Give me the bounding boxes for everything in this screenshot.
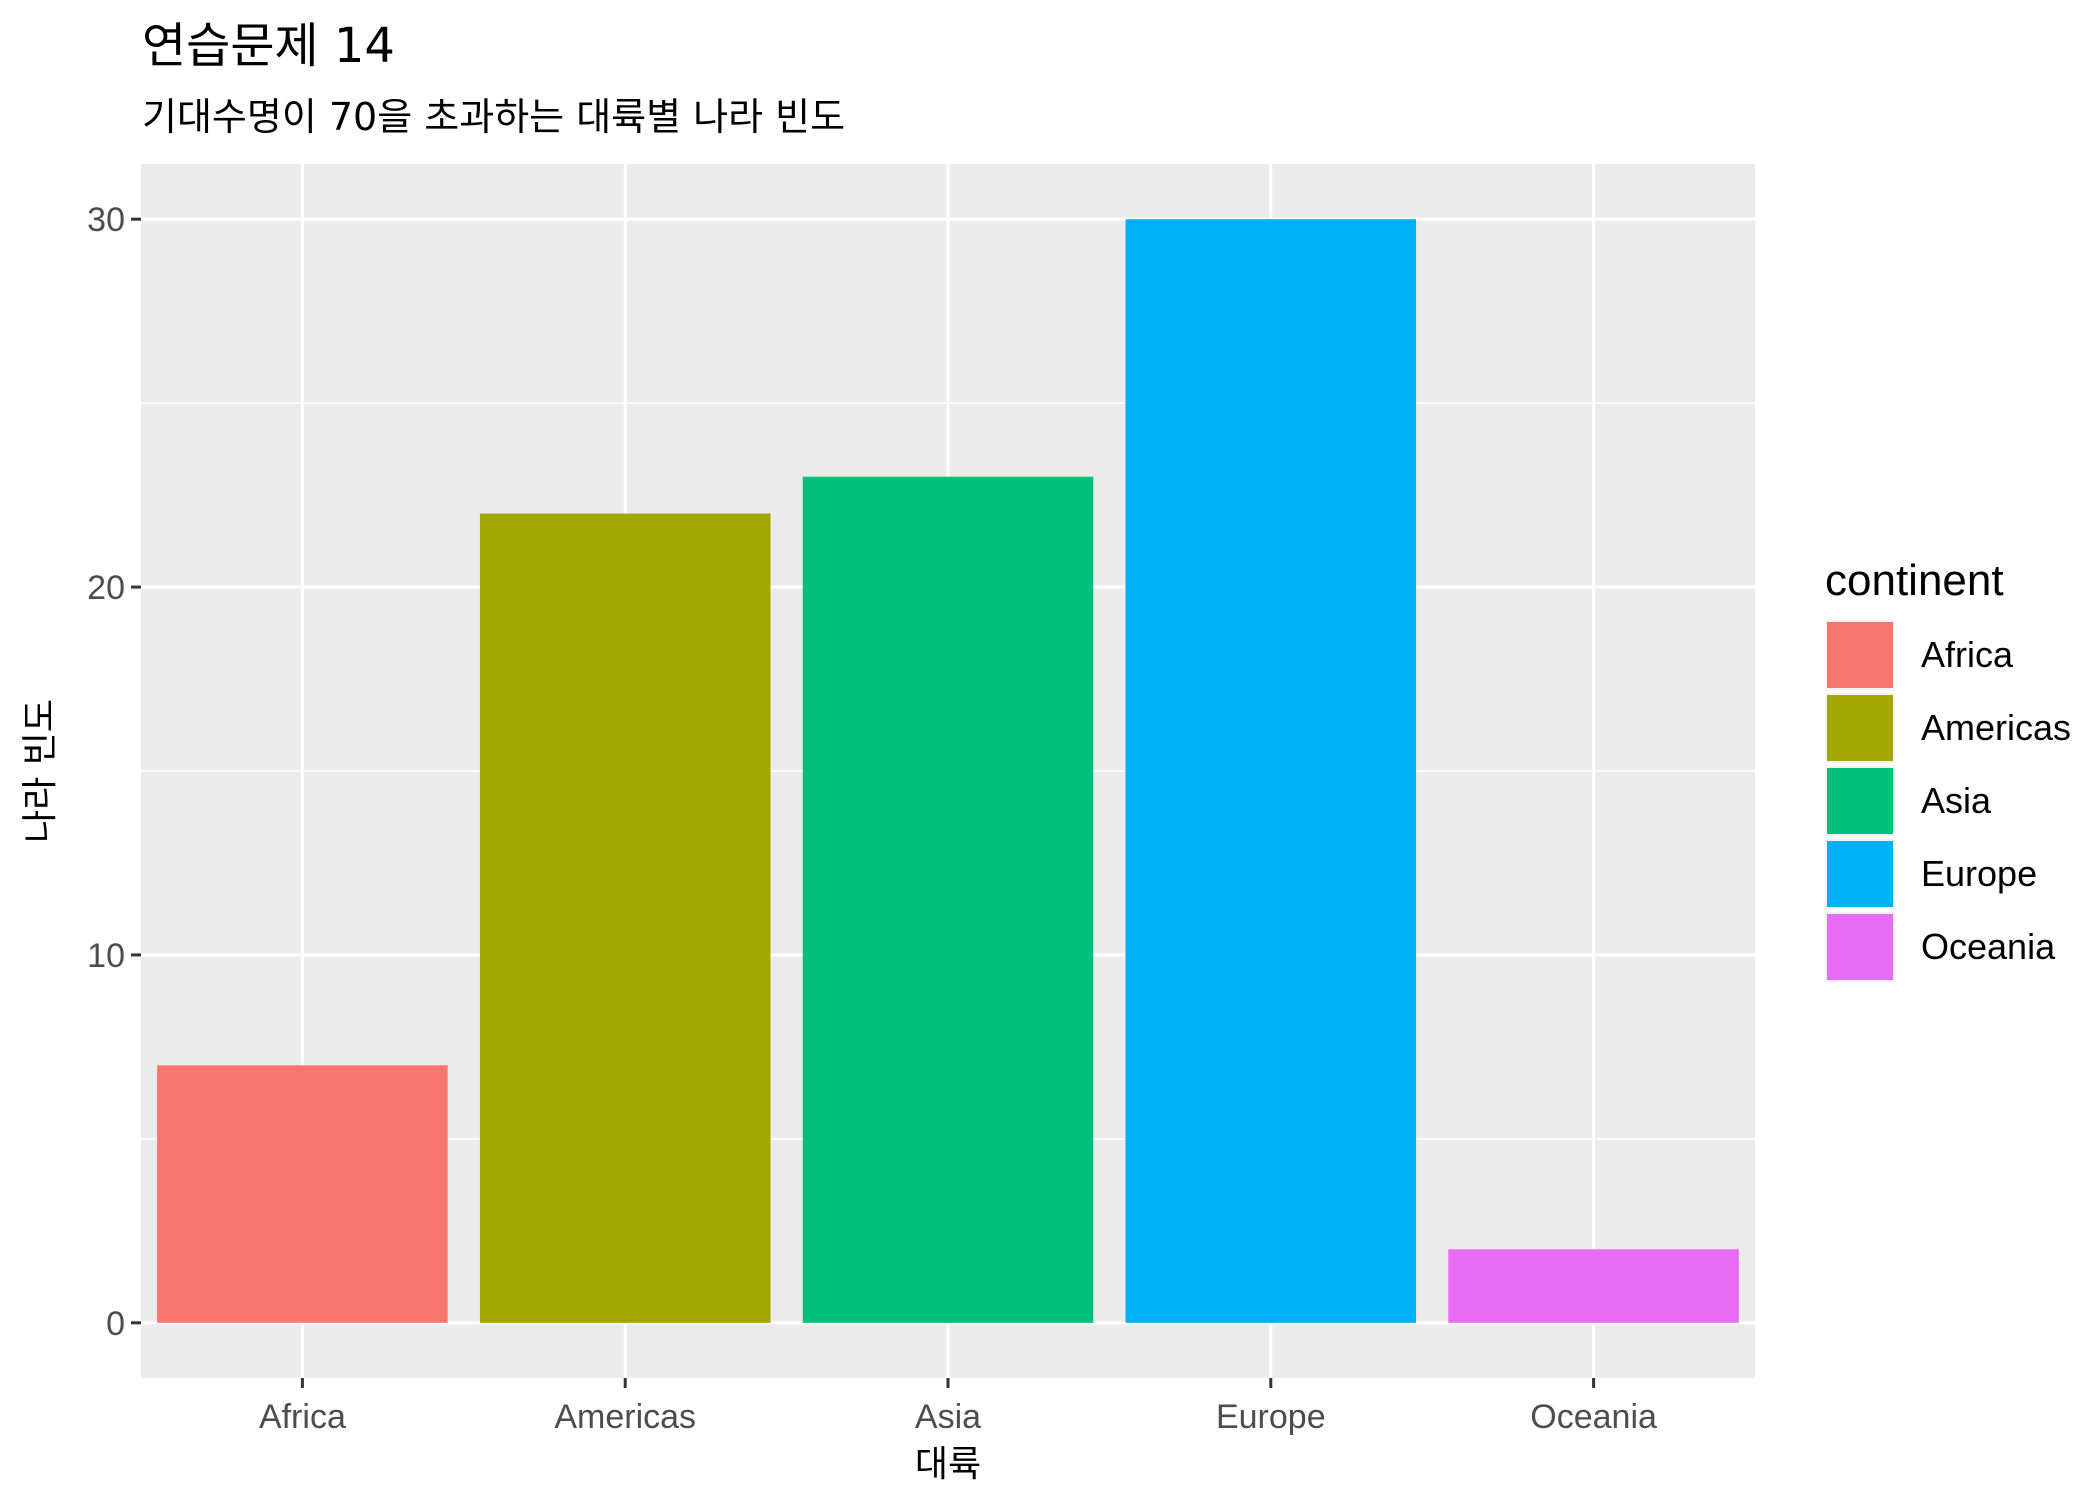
y-axis: 0 10 20 30 [87, 201, 141, 1343]
x-tick-label: Europe [1216, 1398, 1326, 1436]
x-tick-label: Asia [915, 1398, 981, 1436]
legend-swatch [1827, 841, 1893, 907]
x-tick-label: Africa [259, 1398, 346, 1436]
legend-swatch [1827, 622, 1893, 688]
legend-title: continent [1825, 556, 2004, 605]
bar-europe [1125, 219, 1417, 1323]
y-tick-label: 10 [87, 937, 125, 975]
bar-africa [157, 1065, 448, 1323]
legend-swatch [1827, 768, 1893, 834]
y-tick-label: 20 [87, 569, 125, 607]
legend-label: Oceania [1921, 926, 2056, 967]
bar-asia [802, 476, 1094, 1323]
legend-swatch [1827, 695, 1893, 761]
x-tick-label: Oceania [1530, 1398, 1657, 1436]
chart-subtitle: 기대수명이 70을 초과하는 대륙별 나라 빈도 [142, 95, 845, 139]
x-axis: Africa Americas Asia Europe Oceania [259, 1378, 1657, 1436]
legend-swatch [1827, 914, 1893, 980]
legend-items: Africa Americas Asia Europe Oceania [1825, 620, 2071, 982]
bar-oceania [1448, 1249, 1739, 1323]
legend: continent Africa Americas Asia Europe Oceani… [1825, 556, 2071, 982]
legend-label: Africa [1921, 634, 2014, 675]
chart-title: 연습문제 14 [142, 18, 395, 74]
y-tick-label: 0 [106, 1305, 125, 1343]
y-axis-title: 나라 빈도 [20, 699, 61, 843]
legend-label: Asia [1921, 780, 1992, 821]
legend-label: Europe [1921, 853, 2037, 894]
bar-americas [479, 513, 771, 1323]
y-tick-label: 30 [87, 201, 125, 239]
x-tick-label: Americas [554, 1398, 696, 1436]
bars [157, 219, 1739, 1323]
x-axis-title: 대륙 [915, 1444, 981, 1485]
legend-label: Americas [1921, 707, 2071, 748]
